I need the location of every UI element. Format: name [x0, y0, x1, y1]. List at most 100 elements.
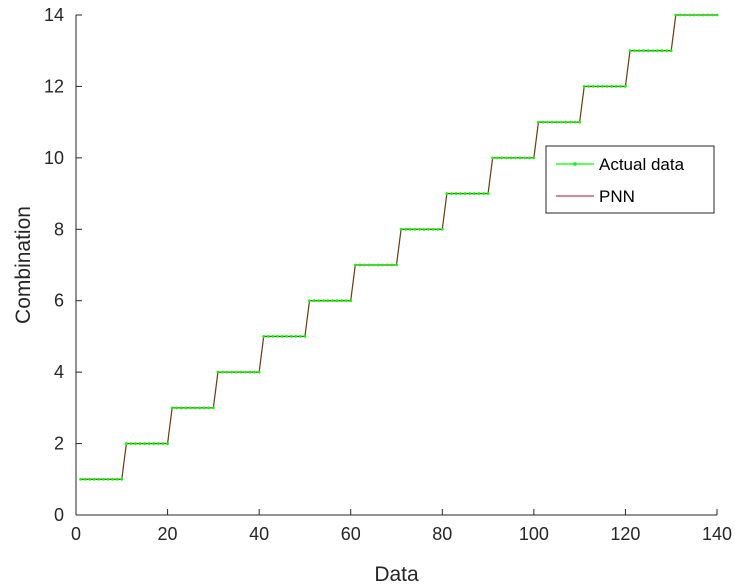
- data-point: [234, 370, 238, 374]
- data-point: [564, 120, 568, 124]
- data-point: [445, 192, 449, 195]
- data-point: [491, 156, 495, 160]
- data-point: [472, 192, 476, 195]
- data-point: [697, 13, 701, 17]
- data-point: [353, 263, 357, 267]
- data-point: [367, 263, 371, 267]
- data-point: [184, 406, 188, 410]
- data-point: [97, 477, 101, 481]
- data-point: [161, 442, 165, 445]
- data-point: [179, 406, 183, 410]
- data-point: [537, 120, 540, 124]
- data-point: [385, 263, 389, 267]
- data-point: [395, 263, 398, 267]
- data-point: [454, 192, 458, 195]
- data-point: [106, 477, 110, 481]
- data-point: [124, 442, 128, 445]
- data-point: [559, 120, 563, 124]
- data-point: [417, 227, 421, 231]
- data-point: [482, 192, 485, 195]
- data-point: [170, 406, 174, 410]
- data-point: [189, 406, 192, 410]
- data-point: [221, 370, 224, 374]
- x-tick-label: 100: [519, 524, 549, 544]
- data-point: [422, 227, 426, 231]
- data-point: [669, 49, 673, 53]
- data-point: [134, 442, 137, 445]
- data-point: [674, 13, 678, 17]
- data-point: [678, 13, 682, 17]
- data-point: [248, 370, 252, 374]
- data-point: [312, 299, 316, 303]
- data-point: [198, 406, 202, 410]
- data-point: [431, 227, 435, 231]
- data-point: [193, 406, 197, 410]
- data-point: [202, 406, 206, 410]
- data-point: [399, 227, 403, 231]
- data-point: [610, 85, 614, 88]
- x-tick-label: 40: [249, 524, 269, 544]
- data-point: [244, 370, 247, 374]
- data-point: [175, 406, 179, 410]
- data-point: [285, 335, 289, 338]
- data-point: [340, 299, 343, 303]
- data-point: [115, 477, 119, 481]
- data-point: [102, 477, 105, 481]
- data-point: [289, 335, 293, 338]
- data-point: [326, 299, 330, 303]
- legend: Actual data PNN: [545, 145, 715, 214]
- data-point: [413, 227, 417, 231]
- data-point: [711, 13, 714, 17]
- data-point: [518, 156, 522, 160]
- data-point: [83, 477, 87, 481]
- data-point: [578, 120, 582, 124]
- data-point: [504, 156, 508, 160]
- y-tick-label: 2: [54, 434, 64, 454]
- y-tick-label: 0: [54, 505, 64, 525]
- x-axis: 0 20 40 60 80 100 120 140: [71, 509, 732, 544]
- data-point: [138, 442, 142, 445]
- data-point: [546, 120, 549, 124]
- data-point: [527, 156, 531, 160]
- data-point: [262, 335, 266, 338]
- data-point: [111, 477, 115, 481]
- data-point: [500, 156, 504, 160]
- data-point: [152, 442, 156, 445]
- data-point: [294, 335, 298, 338]
- data-point: [582, 85, 586, 88]
- y-axis-label: Combination: [12, 206, 35, 324]
- plot-area: [76, 13, 719, 515]
- data-point: [390, 263, 394, 267]
- data-point: [624, 85, 627, 88]
- data-point: [317, 299, 321, 303]
- data-point: [523, 156, 527, 160]
- data-point: [715, 13, 719, 17]
- data-point: [495, 156, 499, 160]
- data-point: [459, 192, 462, 195]
- data-point: [692, 13, 696, 17]
- data-point: [143, 442, 147, 445]
- x-tick-label: 80: [432, 524, 452, 544]
- legend-label-actual-data: Actual data: [599, 155, 685, 174]
- data-point: [463, 192, 467, 195]
- data-point: [541, 120, 545, 124]
- y-axis: 0 2 4 6 8 10 12 14: [44, 5, 82, 525]
- data-point: [358, 263, 362, 267]
- data-point: [344, 299, 348, 303]
- y-tick-label: 12: [44, 76, 64, 96]
- data-point: [372, 263, 376, 267]
- data-point: [569, 120, 572, 124]
- data-point: [601, 85, 604, 88]
- data-point: [376, 263, 380, 267]
- data-point: [706, 13, 710, 17]
- data-point: [633, 49, 636, 53]
- data-point: [216, 370, 220, 374]
- data-point: [688, 13, 691, 17]
- data-point: [440, 227, 444, 231]
- data-point: [614, 85, 618, 88]
- data-point: [381, 263, 385, 267]
- data-point: [573, 120, 577, 124]
- data-point: [276, 335, 279, 338]
- data-point: [701, 13, 705, 17]
